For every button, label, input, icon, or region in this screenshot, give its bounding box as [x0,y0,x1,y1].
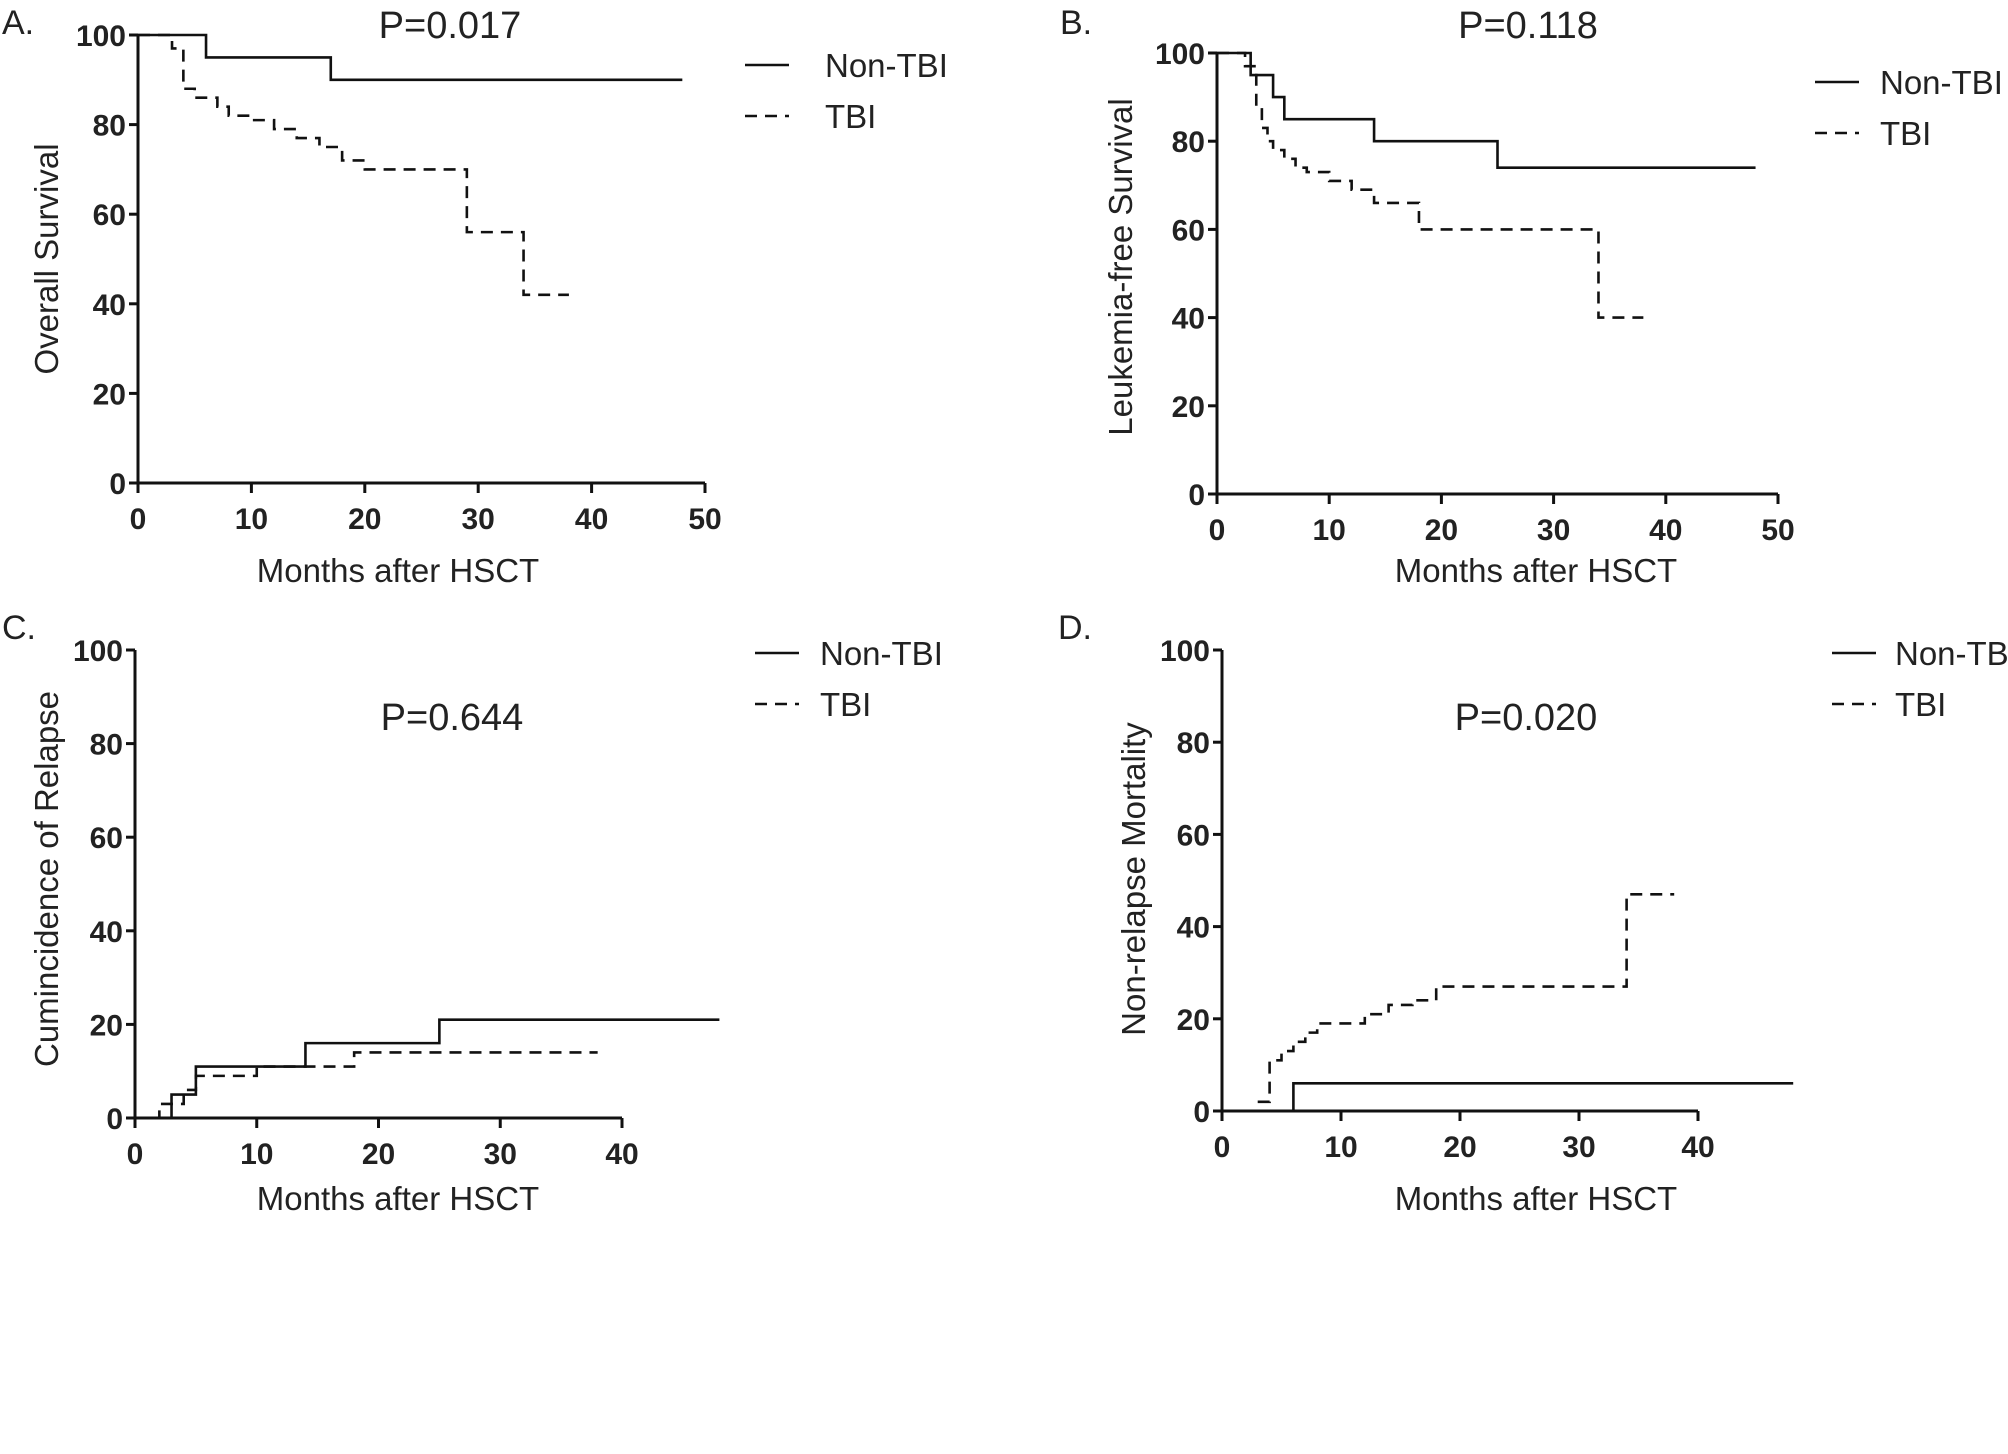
y-tick-label: 40 [1177,912,1210,945]
panel-a: A. P=0.017 0 20 40 60 80 100 0 10 20 30 40 50 Months a… [2,4,948,589]
x-tick-label: 30 [1537,514,1570,547]
y-tick-label: 100 [1155,38,1205,71]
tbi-curve [138,33,569,297]
legend-label: Non-TBI [825,47,948,84]
p-value: P=0.644 [381,697,524,739]
x-tick-label: 30 [484,1138,517,1171]
x-tick-label: 0 [1209,514,1226,547]
non-tbi-curve [1222,1082,1794,1113]
legend-label: TBI [825,98,876,135]
y-tick-label: 20 [1172,391,1205,424]
x-tick-label: 20 [1425,514,1458,547]
y-tick-label: 60 [1172,214,1205,247]
y-tick-label: 100 [76,20,126,53]
panel-label: A. [2,4,34,42]
y-tick-label: 60 [1177,819,1210,852]
tbi-curve [1217,51,1644,319]
y-tick-label: 60 [93,199,126,232]
x-tick-label: 10 [235,503,268,536]
y-tick-label: 0 [1193,1096,1210,1129]
y-tick-label: 80 [1172,126,1205,159]
panel-label: C. [2,609,36,647]
legend-label: TBI [1895,686,1946,723]
x-tick-label: 10 [1324,1131,1357,1164]
x-tick-label: 0 [127,1138,144,1171]
x-tick-label: 0 [1214,1131,1231,1164]
tbi-curve [1257,893,1675,1104]
y-tick-label: 100 [1160,635,1210,668]
non-tbi-curve [135,1018,720,1120]
y-tick-label: 0 [1188,479,1205,512]
x-tick-label: 40 [575,503,608,536]
y-tick-label: 80 [93,110,126,143]
x-axis-title: Months after HSCT [1395,552,1677,589]
y-tick-label: 20 [90,1009,123,1042]
x-axis-title: Months after HSCT [1395,1180,1677,1217]
x-tick-label: 20 [362,1138,395,1171]
x-axis-title: Months after HSCT [257,552,539,589]
y-tick-label: 40 [93,289,126,322]
x-tick-label: 40 [1681,1131,1714,1164]
x-axis-title: Months after HSCT [257,1180,539,1217]
p-value: P=0.118 [1458,5,1598,47]
x-tick-label: 40 [1649,514,1682,547]
p-value: P=0.020 [1455,697,1598,739]
y-tick-label: 60 [90,822,123,855]
p-value: P=0.017 [379,5,522,47]
legend-label: Non-TBI [820,635,943,672]
x-tick-label: 30 [462,503,495,536]
legend-label: TBI [820,686,871,723]
x-tick-label: 20 [348,503,381,536]
x-tick-label: 0 [130,503,147,536]
y-tick-label: 40 [1172,303,1205,336]
x-tick-label: 10 [1313,514,1346,547]
legend-label: Non-TBI [1880,64,2003,101]
non-tbi-curve [1217,51,1756,169]
tbi-curve [135,1051,598,1120]
x-tick-label: 50 [688,503,721,536]
y-tick-label: 20 [93,378,126,411]
legend-label: TBI [1880,115,1931,152]
x-tick-label: 10 [240,1138,273,1171]
x-tick-label: 50 [1761,514,1794,547]
y-axis-title: Non-relapse Mortality [1115,722,1152,1036]
panel-c: C. P=0.644 0 20 40 60 80 100 0 10 20 30 40 Months aft… [2,609,943,1217]
panel-b: B. P=0.118 0 20 40 60 80 100 0 10 20 30 40 50 Months a… [1060,4,2003,589]
y-axis-title: Overall Survival [28,143,65,374]
y-tick-label: 80 [90,729,123,762]
y-tick-label: 80 [1177,727,1210,760]
panel-label: B. [1060,4,1092,42]
legend-label: Non-TBI [1895,635,2008,672]
y-tick-label: 0 [109,468,126,501]
x-tick-label: 20 [1443,1131,1476,1164]
y-tick-label: 0 [106,1103,123,1136]
y-tick-label: 20 [1177,1004,1210,1037]
x-tick-label: 30 [1562,1131,1595,1164]
x-tick-label: 40 [605,1138,638,1171]
non-tbi-curve [138,33,683,82]
y-tick-label: 100 [73,635,123,668]
panel-label: D. [1058,609,1092,647]
y-tick-label: 40 [90,916,123,949]
y-axis-title: Leukemia-free Survival [1102,98,1139,435]
y-axis-title: Cumincidence of Relapse [28,691,65,1067]
